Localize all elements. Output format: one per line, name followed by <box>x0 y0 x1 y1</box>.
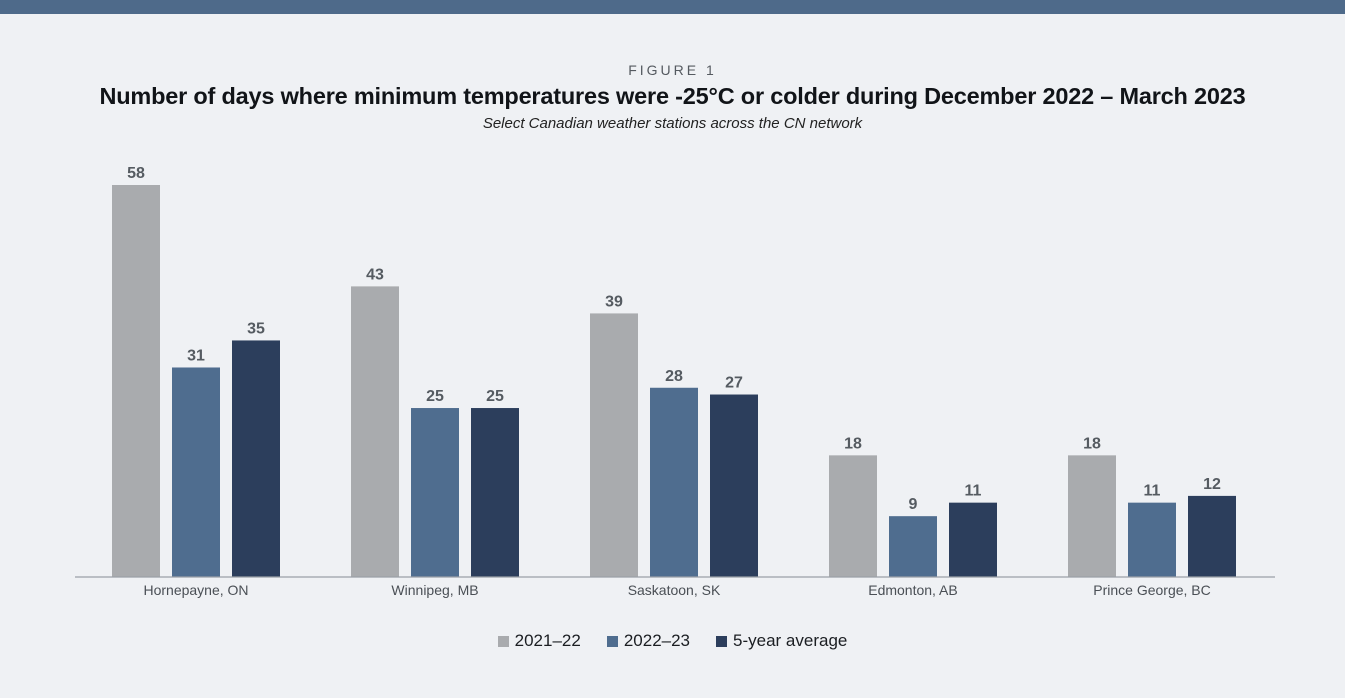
data-label-4-3: 11 <box>965 483 982 500</box>
bar-5-1 <box>1068 455 1116 577</box>
chart-title: Number of days where minimum temperature… <box>99 83 1246 109</box>
data-label-3-2: 28 <box>665 368 683 385</box>
legend-swatch-2021-22 <box>497 635 509 647</box>
chart-subtitle: Select Canadian weather stations across … <box>482 115 863 132</box>
data-label-1-1: 58 <box>127 165 145 182</box>
legend-item-5-year-average: 5-year average <box>716 631 847 651</box>
category-label-2: Winnipeg, MB <box>391 582 478 598</box>
legend-item-2021-22: 2021–22 <box>497 631 581 651</box>
legend-swatch-5-year-average <box>716 635 728 647</box>
bar-1-3 <box>232 340 280 577</box>
bar-3-3 <box>710 394 758 577</box>
chart-legend: 2021–22 2022–23 5-year average <box>0 631 1345 651</box>
data-label-1-2: 31 <box>187 347 205 364</box>
legend-swatch-2022-23 <box>606 635 618 647</box>
category-label-5: Prince George, BC <box>1093 582 1211 598</box>
legend-label-2021-22: 2021–22 <box>514 631 581 650</box>
figure-label: FIGURE 1 <box>628 62 717 78</box>
bar-4-2 <box>889 516 937 577</box>
data-label-5-2: 11 <box>1144 483 1161 500</box>
category-label-1: Hornepayne, ON <box>143 582 248 598</box>
bar-4-3 <box>949 502 997 577</box>
bar-1-1 <box>112 185 160 577</box>
bar-2-1 <box>351 286 399 577</box>
data-label-4-2: 9 <box>909 496 918 513</box>
data-label-3-1: 39 <box>605 293 623 310</box>
data-label-4-1: 18 <box>844 435 862 452</box>
data-label-2-3: 25 <box>486 388 504 405</box>
legend-item-2022-23: 2022–23 <box>606 631 691 651</box>
category-label-4: Edmonton, AB <box>868 582 958 598</box>
category-label-3: Saskatoon, SK <box>628 582 721 598</box>
bar-5-3 <box>1188 495 1236 577</box>
bar-2-2 <box>411 408 459 577</box>
bar-5-2 <box>1128 502 1176 577</box>
data-label-2-1: 43 <box>366 266 384 283</box>
bar-2-3 <box>471 408 519 577</box>
legend-label-5-year-average: 5-year average <box>733 631 848 650</box>
bar-1-2 <box>172 367 220 577</box>
data-label-1-3: 35 <box>247 320 265 337</box>
data-label-5-1: 18 <box>1083 435 1101 452</box>
bar-3-1 <box>590 313 638 577</box>
top-color-band <box>0 0 1345 14</box>
legend-label-2022-23: 2022–23 <box>623 631 691 650</box>
data-label-5-3: 12 <box>1203 476 1221 493</box>
bar-4-1 <box>829 455 877 577</box>
data-label-2-2: 25 <box>426 388 444 405</box>
bar-3-2 <box>650 387 698 577</box>
data-label-3-3: 27 <box>725 375 743 392</box>
